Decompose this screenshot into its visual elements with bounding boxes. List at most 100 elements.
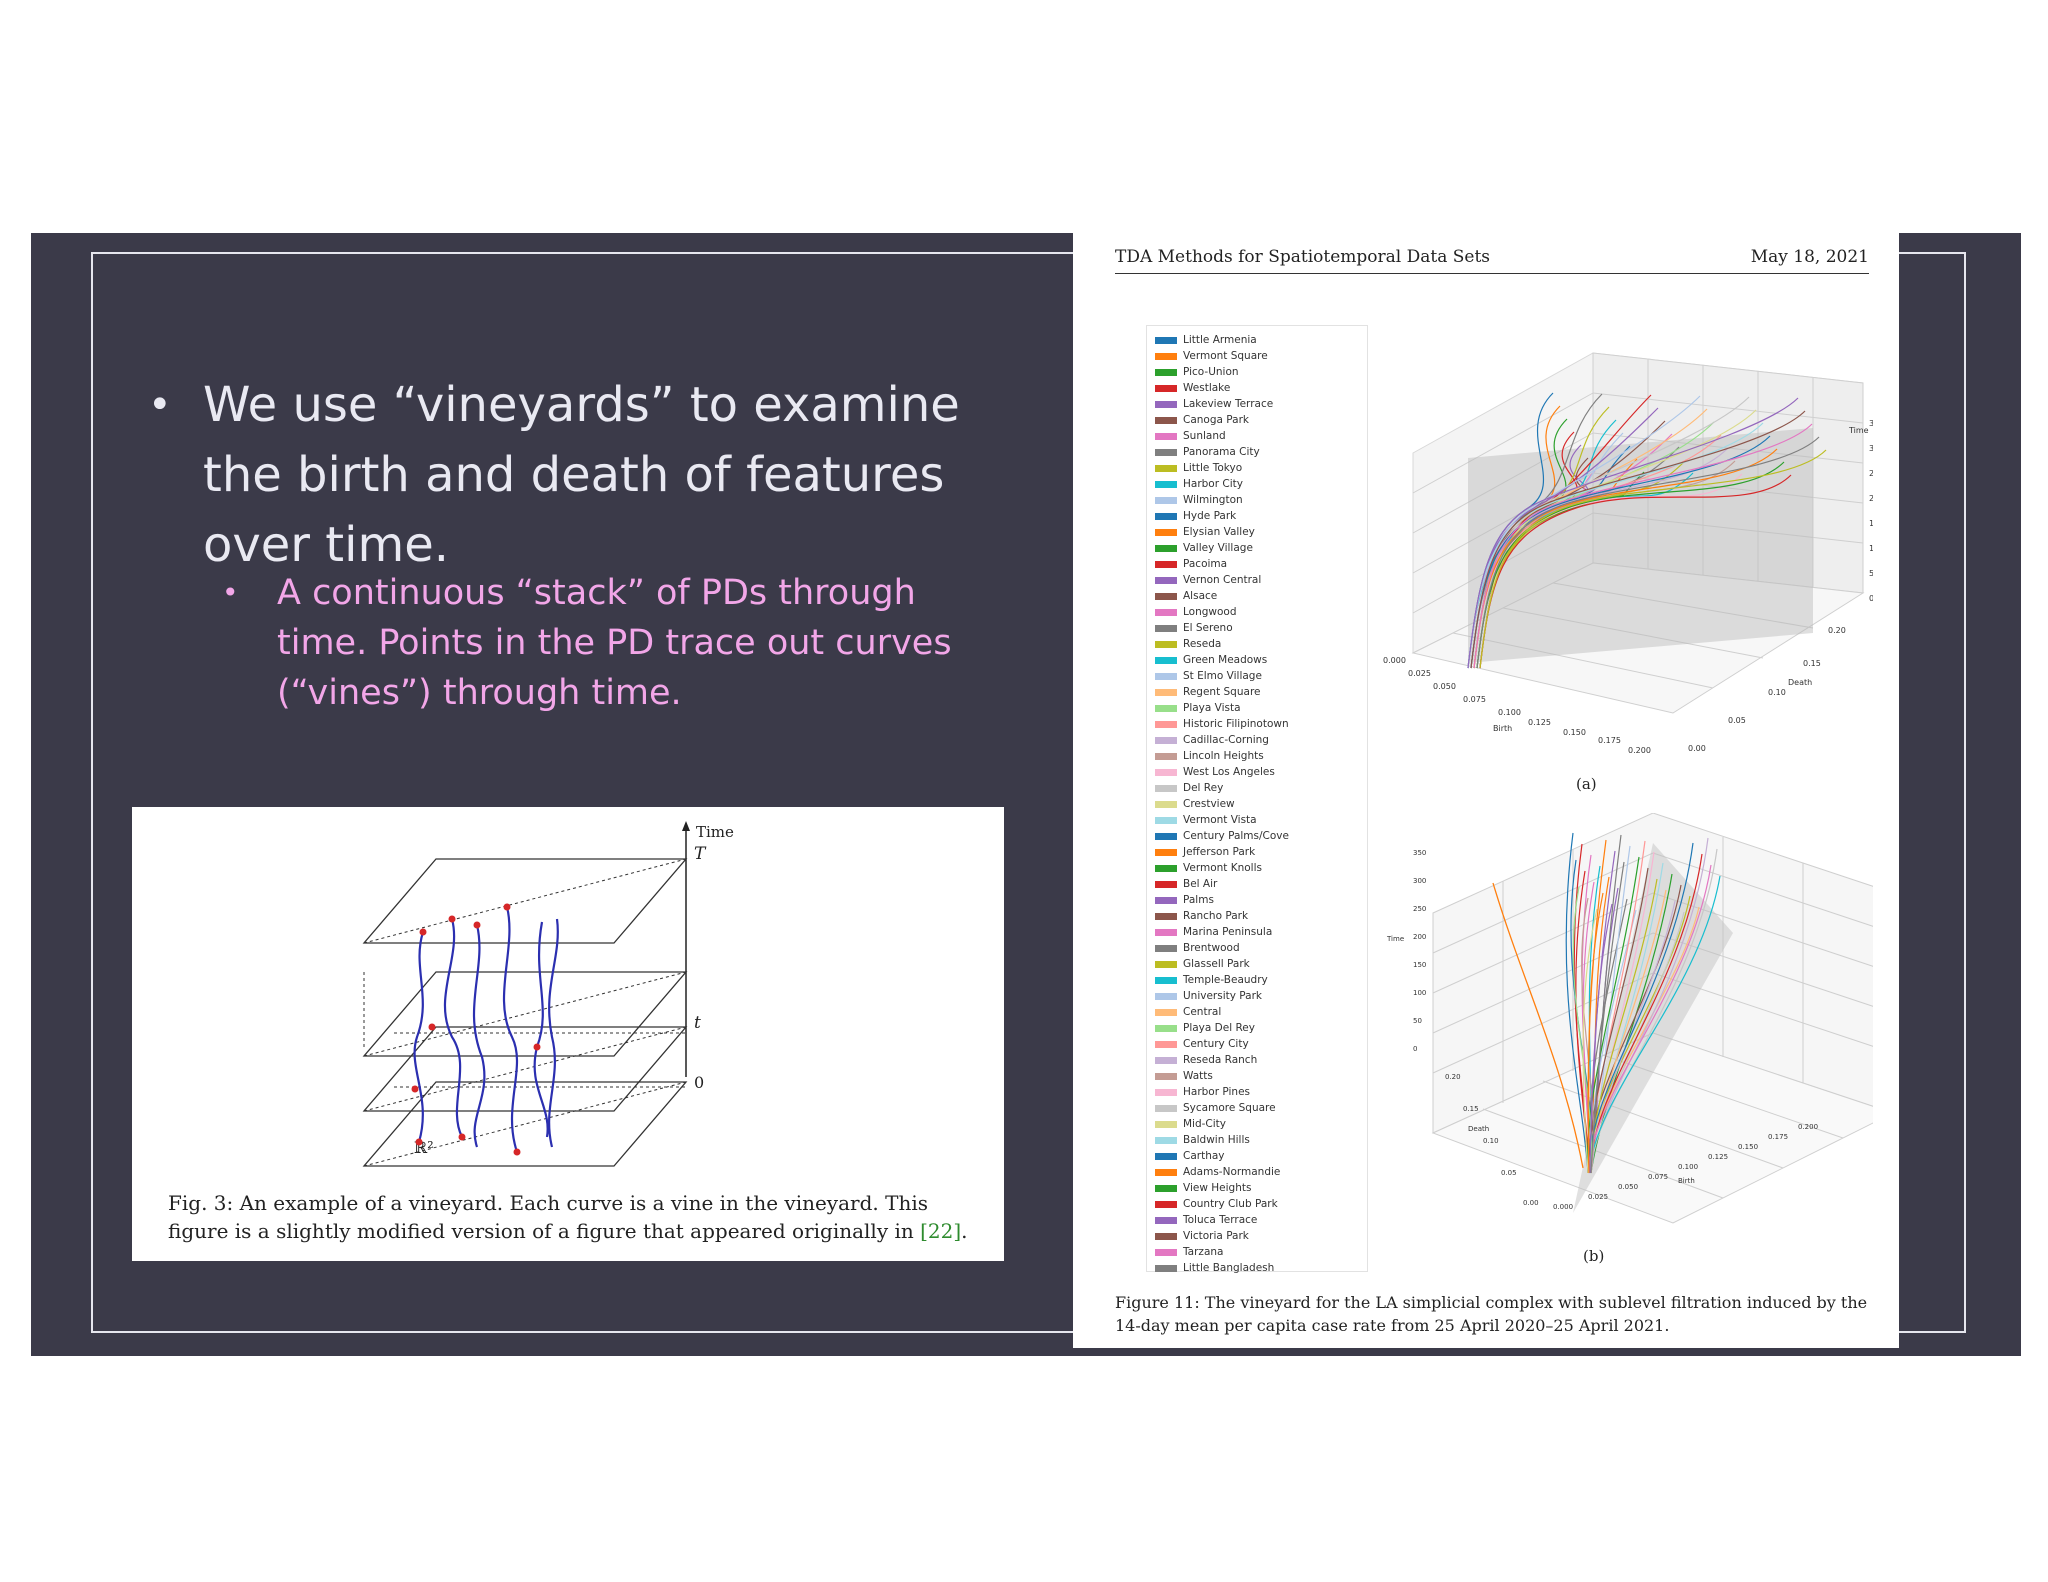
legend-label: Westlake (1183, 382, 1231, 394)
legend-entry: Baldwin Hills (1155, 1132, 1250, 1148)
legend-swatch (1155, 480, 1177, 488)
a-time-tick: 150 (1869, 519, 1873, 528)
legend-swatch (1155, 384, 1177, 392)
legend-entry: Vermont Knolls (1155, 860, 1262, 876)
a-time-tick: 0 (1869, 594, 1873, 603)
vine-curve (1582, 908, 1598, 1174)
legend-entry: Country Club Park (1155, 1196, 1278, 1212)
legend-swatch (1155, 1168, 1177, 1176)
main-bullet-text: We use “vineyards” to examine the birth … (203, 377, 960, 573)
legend-label: Playa Vista (1183, 702, 1241, 714)
legend-label: Country Club Park (1183, 1198, 1278, 1210)
legend-label: Regent Square (1183, 686, 1261, 698)
legend-entry: Historic Filipinotown (1155, 716, 1289, 732)
legend-label: Valley Village (1183, 542, 1253, 554)
vine-curve (1572, 886, 1592, 1174)
sub-bullet-dot: • (222, 576, 239, 609)
legend-label: Central (1183, 1006, 1222, 1018)
legend-swatch (1155, 992, 1177, 1000)
legend-swatch (1155, 1040, 1177, 1048)
legend-entry: Crestview (1155, 796, 1235, 812)
subfigure-b-label: (b) (1583, 1247, 1605, 1265)
label-0: 0 (694, 1073, 704, 1092)
neighborhood-legend: Little Armenia Vermont Square Pico-Union We… (1146, 325, 1368, 1274)
slide-frame (91, 252, 1966, 1333)
b-time-label: Time (1386, 935, 1404, 943)
legend-swatch (1155, 416, 1177, 424)
legend-entry: Jefferson Park (1155, 844, 1255, 860)
legend-label: Temple-Beaudry (1183, 974, 1268, 986)
a-time-label: Time (1848, 426, 1869, 435)
label-t: t (694, 1013, 701, 1033)
vineyard-figure: Time T t 0 ℝ² (132, 807, 1004, 1261)
legend-swatch (1155, 688, 1177, 696)
b-time-tick: 250 (1413, 905, 1426, 913)
legend-swatch (1155, 464, 1177, 472)
legend-label: Pico-Union (1183, 366, 1239, 378)
legend-entry: Temple-Beaudry (1155, 972, 1268, 988)
vines-a (1467, 392, 1827, 669)
legend-entry: Century City (1155, 1036, 1249, 1052)
legend-swatch (1155, 880, 1177, 888)
legend-swatch (1155, 720, 1177, 728)
legend-entry: Little Bangladesh (1155, 1260, 1274, 1276)
legend-swatch (1155, 1088, 1177, 1096)
legend-swatch (1155, 1200, 1177, 1208)
legend-entry: Brentwood (1155, 940, 1240, 956)
legend-swatch (1155, 624, 1177, 632)
legend-label: Glassell Park (1183, 958, 1250, 970)
b-death-tick: 0.05 (1501, 1169, 1517, 1177)
legend-label: Toluca Terrace (1183, 1214, 1258, 1226)
legend-entry: Marina Peninsula (1155, 924, 1272, 940)
legend-label: Del Rey (1183, 782, 1224, 794)
legend-entry: Palms (1155, 892, 1214, 908)
legend-entry: Sunland (1155, 428, 1226, 444)
b-death-tick: 0.15 (1463, 1105, 1479, 1113)
legend-entry: Toluca Terrace (1155, 1212, 1257, 1228)
legend-label: Little Bangladesh (1183, 1262, 1275, 1274)
legend-entry: Bel Air (1155, 876, 1217, 892)
fig3-citation-link[interactable]: [22] (920, 1219, 962, 1243)
a-birth-tick: 0.050 (1433, 682, 1456, 691)
a-death-tick: 0.15 (1803, 659, 1821, 668)
legend-swatch (1155, 560, 1177, 568)
legend-label: Marina Peninsula (1183, 926, 1273, 938)
legend-label: Brentwood (1183, 942, 1240, 954)
legend-label: Hyde Park (1183, 510, 1237, 522)
legend-label: Lakeview Terrace (1183, 398, 1274, 410)
legend-swatch (1155, 1008, 1177, 1016)
legend-entry: Lakeview Terrace (1155, 396, 1273, 412)
b-time-tick: 150 (1413, 961, 1426, 969)
legend-swatch (1155, 704, 1177, 712)
vine-curve (1479, 449, 1827, 669)
legend-entry: West Los Angeles (1155, 764, 1275, 780)
legend-label: Harbor Pines (1183, 1086, 1250, 1098)
paper-header-title: TDA Methods for Spatiotemporal Data Sets (1115, 247, 1490, 267)
legend-entry: Playa Del Rey (1155, 1020, 1255, 1036)
legend-entry: Elysian Valley (1155, 524, 1255, 540)
legend-swatch (1155, 752, 1177, 760)
b-time-tick: 50 (1413, 1017, 1422, 1025)
legend-entry: Regent Square (1155, 684, 1260, 700)
legend-swatch (1155, 864, 1177, 872)
a-death-tick: 0.20 (1828, 626, 1846, 635)
a-death-tick: 0.05 (1728, 716, 1746, 725)
legend-entry: Panorama City (1155, 444, 1260, 460)
legend-label: Pacoima (1183, 558, 1228, 570)
a-birth-tick: 0.025 (1408, 669, 1431, 678)
b-birth-label: Birth (1678, 1177, 1695, 1185)
b-time-tick: 200 (1413, 933, 1426, 941)
sub-bullet-text: A continuous “stack” of PDs through time… (277, 573, 952, 713)
vine-curve (1590, 845, 1631, 1174)
b-birth-tick: 0.000 (1553, 1203, 1573, 1211)
vine-curve (1473, 423, 1813, 669)
vine-curve (1590, 861, 1625, 1174)
plane-0 (362, 1081, 688, 1167)
legend-entry: Cadillac-Corning (1155, 732, 1269, 748)
legend-swatch (1155, 1216, 1177, 1224)
legend-label: Longwood (1183, 606, 1237, 618)
vine-curve (1565, 832, 1589, 1174)
legend-label: Green Meadows (1183, 654, 1268, 666)
a-time-tick: 350 (1869, 419, 1873, 428)
legend-label: Bel Air (1183, 878, 1218, 890)
